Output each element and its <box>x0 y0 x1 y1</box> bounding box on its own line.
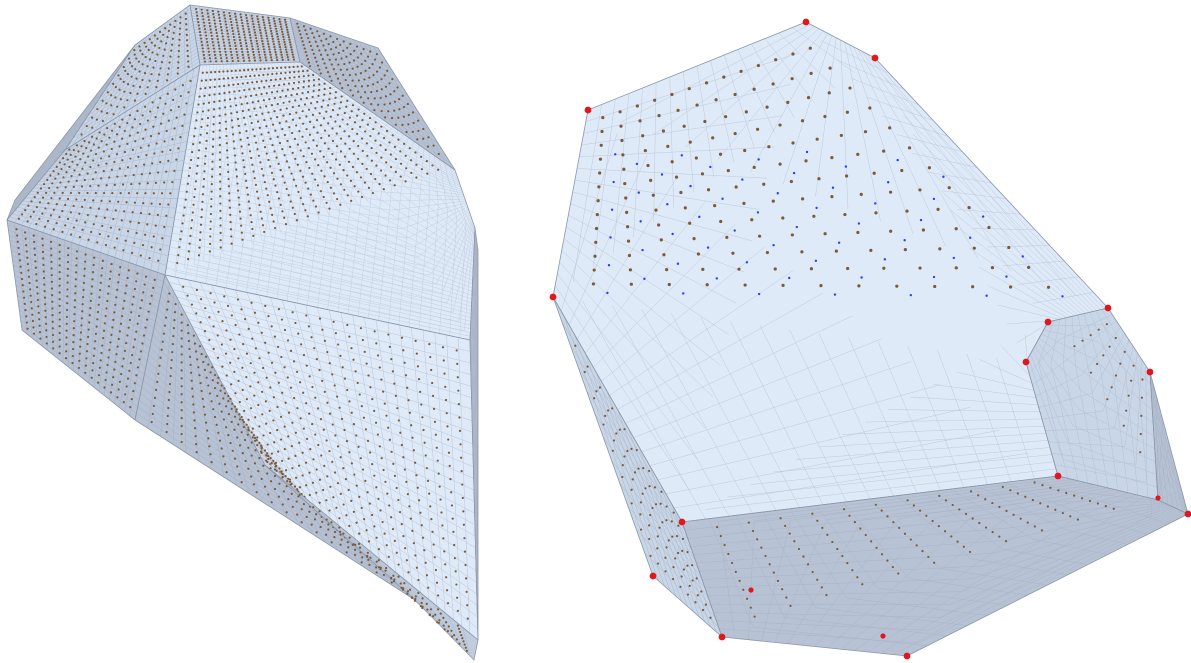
right-face-left-points <box>574 344 712 619</box>
left-face-upper-left <box>64 4 201 151</box>
left-face-bottom-points <box>150 292 393 584</box>
left-face-bottom <box>134 274 416 601</box>
vertex-point <box>748 587 754 593</box>
left-face-left-points <box>17 79 192 262</box>
right-face-right-points <box>1073 323 1144 454</box>
left-face-lower-left <box>6 219 166 421</box>
left-face-front-mesh <box>166 61 476 338</box>
vertex-point <box>1022 358 1030 366</box>
vertex-point <box>549 293 557 301</box>
left-face-right-sliver <box>469 227 479 641</box>
vertex-point <box>1104 304 1112 312</box>
left-face-front-points <box>176 65 440 265</box>
vertex-point <box>880 633 886 639</box>
left-face-bottom-tip-points <box>298 493 469 652</box>
right-vertices <box>549 18 1191 660</box>
right-face-right-tip-mesh <box>1149 371 1189 515</box>
vertex-point <box>584 106 592 114</box>
left-face-front-lower <box>164 274 479 641</box>
vertex-point <box>1054 472 1062 480</box>
vertex-point <box>678 518 686 526</box>
right-polytope-panel <box>549 18 1191 660</box>
left-face-front-lower-points <box>182 285 469 620</box>
right-face-bottom-mesh <box>684 477 1186 655</box>
left-face-left-edge-mesh <box>7 55 129 219</box>
left-face-top-right-points <box>296 22 440 156</box>
vertex-point <box>903 652 911 660</box>
left-face-upper-left-points <box>80 12 190 136</box>
right-face-left-mesh <box>561 315 719 632</box>
right-face-bottom-points <box>715 481 1115 618</box>
vertex-point <box>649 572 657 580</box>
left-polytope-panel <box>6 4 479 661</box>
right-face-bottom <box>681 475 1189 657</box>
vertex-point <box>1155 495 1161 501</box>
vertex-point <box>1184 510 1191 518</box>
vertex-point <box>1146 368 1154 376</box>
right-face-left <box>552 296 723 638</box>
vertex-point <box>718 633 726 641</box>
right-face-right-mesh <box>1027 309 1158 498</box>
left-face-left-edge <box>6 44 136 221</box>
left-face-top-points <box>195 7 295 63</box>
right-face-right-tip <box>1149 371 1189 515</box>
left-face-front-lower-mesh <box>168 277 478 634</box>
vertex-point <box>802 18 810 26</box>
vertex-point <box>1044 318 1052 326</box>
left-face-right-sliver-mesh <box>470 230 479 603</box>
left-face-bottom-tip <box>264 464 479 661</box>
vertex-point <box>871 54 879 62</box>
left-face-front <box>164 61 476 341</box>
left-face-left <box>6 64 201 276</box>
right-top-lattice <box>591 46 1064 298</box>
left-face-top <box>189 4 301 66</box>
left-face-lower-left-points <box>15 228 156 409</box>
